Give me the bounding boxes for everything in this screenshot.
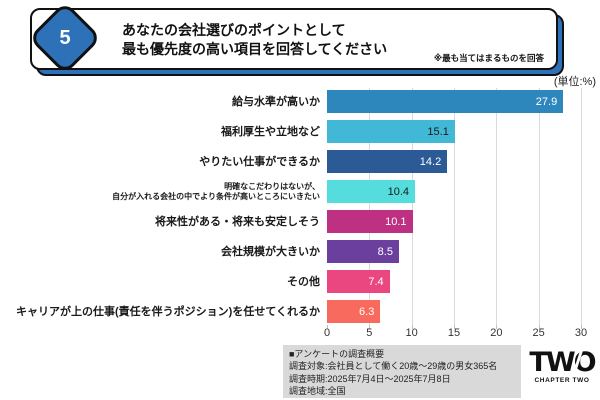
survey-summary-line: 調査対象:会社員として働く20歳〜29歳の男女365名	[289, 361, 498, 372]
bar: 8.5	[327, 240, 399, 263]
bar-value-label: 14.2	[419, 155, 442, 168]
survey-summary-heading: ■アンケートの調査概要	[289, 349, 385, 359]
category-label: 明確なこだわりはないが、 自分が入れる会社の中でより条件が高いところにいきたい	[112, 181, 320, 201]
category-label: 将来性がある・将来も安定しそう	[155, 215, 320, 228]
x-tick-label: 25	[532, 327, 545, 339]
question-title: あなたの会社選びのポイントとして 最も優先度の高い項目を回答してください	[122, 21, 387, 59]
gridline	[369, 88, 371, 325]
category-label: やりたい仕事ができるか	[199, 155, 320, 168]
x-tick-label: 20	[490, 327, 503, 339]
x-tick-label: 15	[447, 327, 461, 339]
x-tick-label: 10	[405, 327, 418, 339]
question-number: 5	[59, 26, 71, 49]
tick-mark	[369, 325, 371, 329]
bar-chart-plot: 27.9 15.1 14.2 10.4 10.1 8.5 7.4 6.3	[327, 88, 582, 329]
x-tick-label: 5	[366, 327, 373, 339]
logo-brand-text: TWO	[529, 347, 596, 378]
bar: 6.3	[327, 300, 381, 323]
gridline	[581, 88, 582, 325]
bar-value-label: 8.5	[377, 245, 393, 258]
tick-mark	[327, 325, 328, 329]
bar: 27.9	[327, 90, 564, 113]
survey-summary-line: 調査時期:2025年7月4日〜2025年7月8日	[289, 373, 451, 384]
tick-mark	[411, 325, 413, 329]
bar-value-label: 6.3	[359, 305, 375, 318]
bar-value-label: 10.4	[387, 185, 410, 198]
tick-mark	[538, 325, 540, 329]
category-label: 会社規模が大きいか	[221, 245, 320, 258]
bar: 15.1	[327, 120, 455, 143]
category-label: キャリアが上の仕事(責任を伴うポジション)を任せてくれるか	[16, 305, 320, 318]
survey-summary-line: 調査地域:全国	[289, 385, 346, 396]
bar: 14.2	[327, 150, 448, 173]
bar-value-label: 10.1	[385, 215, 407, 228]
x-tick-label: 30	[574, 327, 588, 339]
question-title-line2: 最も優先度の高い項目を回答してください	[122, 41, 388, 57]
tick-mark	[581, 325, 582, 329]
bar: 10.4	[327, 180, 416, 203]
tick-mark	[496, 325, 498, 329]
x-tick-label: 0	[323, 327, 331, 339]
category-label: その他	[287, 275, 320, 288]
gridline	[411, 88, 413, 325]
category-label: 福利厚生や立地など	[221, 125, 320, 138]
gridline	[496, 88, 498, 325]
bar: 10.1	[327, 210, 413, 233]
category-label: 給与水準が高いか	[232, 95, 320, 108]
bar-value-label: 27.9	[535, 95, 558, 108]
survey-summary-box: ■アンケートの調査概要 調査対象:会社員として働く20歳〜29歳の男女365名 …	[283, 345, 521, 398]
question-header: あなたの会社選びのポイントとして 最も優先度の高い項目を回答してください ※最も…	[28, 1, 564, 76]
logo-caption: CHAPTER TWO	[534, 377, 590, 384]
tick-mark	[454, 325, 455, 329]
question-title-line1: あなたの会社選びのポイントとして	[122, 22, 346, 38]
gridline	[454, 88, 455, 325]
bar-value-label: 7.4	[368, 275, 384, 288]
question-note: ※最も当てはまるものを回答	[433, 53, 544, 63]
gridline	[538, 88, 540, 325]
bar-value-label: 15.1	[427, 125, 449, 138]
unit-label: (単位:%)	[553, 76, 596, 88]
header-box: あなたの会社選びのポイントとして 最も優先度の高い項目を回答してください ※最も…	[30, 8, 558, 70]
bar: 7.4	[327, 270, 390, 293]
chapter-two-logo: TWO CHAPTER TWO	[527, 347, 597, 385]
